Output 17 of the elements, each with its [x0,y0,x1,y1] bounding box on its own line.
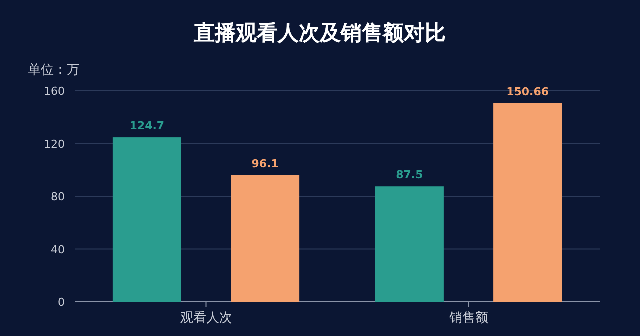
bar [112,138,182,302]
bar [494,103,562,302]
y-tick-label: 0 [58,296,65,309]
x-tick-label: 观看人次 [180,311,232,326]
y-tick-label: 120 [44,138,65,151]
data-label: 124.7 [130,120,165,133]
y-tick-label: 160 [44,85,65,98]
bar [375,186,444,302]
chart-title: 直播观看人次及销售额对比 [193,21,446,45]
y-tick-label: 40 [51,243,65,256]
bar [231,175,300,302]
x-tick-label: 销售额 [448,311,488,326]
y-axis-title: 单位：万 [28,63,80,78]
data-label: 87.5 [396,168,424,182]
y-tick-label: 80 [51,190,65,204]
data-label: 96.1 [252,157,279,170]
data-label: 150.66 [506,85,550,98]
